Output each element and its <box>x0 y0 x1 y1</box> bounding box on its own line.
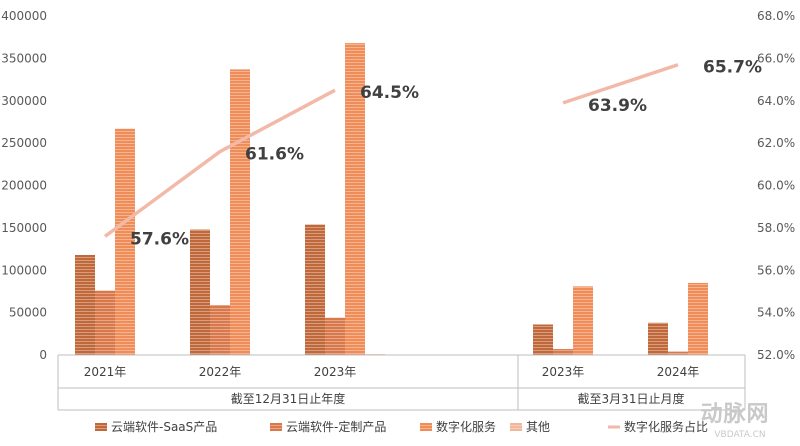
right-tick-label: 56.0% <box>757 263 795 277</box>
left-tick-label: 400000 <box>1 9 47 23</box>
watermark-url: VBDATA.CN <box>714 430 765 440</box>
ratio-data-label: 63.9% <box>588 96 647 116</box>
x-tick-label: 2022年 <box>199 365 242 379</box>
bar <box>210 304 230 355</box>
bar <box>533 324 553 355</box>
watermark-brand: 动脉网 <box>700 402 769 427</box>
right-tick-label: 64.0% <box>757 94 795 108</box>
left-tick-label: 50000 <box>9 306 47 320</box>
x-tick-label: 2024年 <box>657 365 700 379</box>
legend-swatch <box>420 423 432 431</box>
left-tick-label: 200000 <box>1 179 47 193</box>
left-tick-label: 100000 <box>1 263 47 277</box>
legend-label: 数字化服务 <box>436 419 496 434</box>
watermark: 动脉网 VBDATA.CN <box>700 402 769 440</box>
ratio-line-layer: 57.6% 61.6% 64.5% 63.9% 65.7% <box>103 58 762 249</box>
ratio-data-label: 65.7% <box>703 58 762 78</box>
bar <box>230 69 250 355</box>
bar <box>648 322 668 355</box>
bar <box>688 282 708 355</box>
left-tick-label: 300000 <box>1 94 47 108</box>
right-tick-label: 62.0% <box>757 136 795 150</box>
right-tick-label: 66.0% <box>757 51 795 65</box>
bar <box>668 351 688 355</box>
x-tick-label: 2023年 <box>542 365 585 379</box>
x-group-label: 截至12月31日止年度 <box>231 391 346 406</box>
left-tick-label: 350000 <box>1 51 47 65</box>
left-tick-label: 250000 <box>1 136 47 150</box>
bar <box>95 290 115 355</box>
legend-swatch <box>510 423 522 431</box>
right-tick-label: 60.0% <box>757 179 795 193</box>
left-tick-label: 0 <box>39 348 47 362</box>
legend-swatch <box>95 423 107 431</box>
x-tick-label: 2021年 <box>84 365 127 379</box>
ratio-line <box>103 88 336 238</box>
right-y-axis: 52.0% 54.0% 56.0% 58.0% 60.0% 62.0% 64.0% 66.0%… <box>757 9 795 362</box>
ratio-line <box>562 63 679 105</box>
ratio-data-label: 57.6% <box>130 229 189 249</box>
bar <box>190 229 210 355</box>
bar <box>115 128 135 355</box>
left-y-axis: 0 50000 100000 150000 200000 250000 300000 3500… <box>1 9 47 362</box>
right-tick-label: 68.0% <box>757 9 795 23</box>
right-tick-label: 52.0% <box>757 348 795 362</box>
bar <box>325 317 345 355</box>
legend-label: 数字化服务占比 <box>624 419 708 434</box>
bar <box>573 286 593 355</box>
ratio-data-label: 64.5% <box>360 83 419 103</box>
x-tick-label: 2023年 <box>314 365 357 379</box>
legend-label: 云端软件-SaaS产品 <box>111 420 217 434</box>
ratio-data-label: 61.6% <box>245 145 304 165</box>
right-tick-label: 58.0% <box>757 221 795 235</box>
bar <box>305 224 325 355</box>
legend-label: 其他 <box>526 420 550 434</box>
left-tick-label: 150000 <box>1 221 47 235</box>
legend: 云端软件-SaaS产品 云端软件-定制产品 数字化服务 其他 数字化服务占比 <box>95 419 708 434</box>
x-group-label: 截至3月31日止月度 <box>578 391 685 406</box>
bars-layer <box>75 43 708 356</box>
bar <box>553 349 573 355</box>
bar <box>75 254 95 355</box>
legend-swatch <box>270 423 282 431</box>
bar <box>345 43 365 356</box>
right-tick-label: 54.0% <box>757 306 795 320</box>
legend-label: 云端软件-定制产品 <box>286 419 386 434</box>
